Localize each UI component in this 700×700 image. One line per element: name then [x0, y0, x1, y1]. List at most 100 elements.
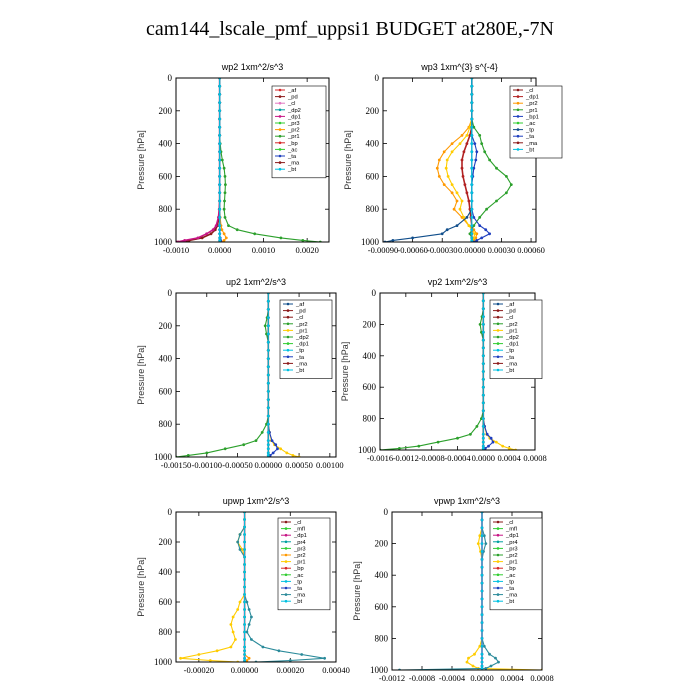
- series-point-ma: [236, 540, 240, 544]
- legend-marker: [496, 342, 500, 345]
- series-point-dp2: [223, 447, 227, 451]
- legend-label: _ta: [525, 134, 535, 140]
- series-point-bt: [266, 443, 270, 447]
- series-point-pr1: [473, 652, 476, 656]
- series-point-pr3: [458, 207, 462, 211]
- series-point-bt: [480, 542, 484, 545]
- y-axis-label: Pressure [hPa]: [352, 561, 362, 621]
- legend-marker: [286, 355, 290, 359]
- legend-marker: [496, 348, 500, 352]
- y-tick-label: 400: [363, 351, 377, 361]
- legend-label: _af: [287, 88, 296, 94]
- legend-marker: [496, 566, 500, 570]
- y-tick-label: 800: [159, 627, 173, 637]
- legend-marker: [516, 101, 520, 105]
- legend-label: _ta: [505, 355, 515, 361]
- series-point-bt: [243, 649, 247, 653]
- legend-label: _pr2: [293, 553, 306, 559]
- legend-box: [279, 299, 333, 379]
- series-point-bt: [470, 117, 474, 121]
- legend-marker: [284, 566, 288, 570]
- legend-marker: [516, 128, 520, 131]
- series-point-bt: [266, 357, 270, 360]
- series-point-ma: [300, 653, 304, 656]
- series-point-ta: [472, 166, 476, 170]
- legend-label: _ma: [505, 593, 518, 599]
- x-tick-label: -0.0004: [444, 453, 471, 463]
- series-point-ma: [489, 664, 493, 668]
- series-point-pr1: [238, 600, 242, 604]
- legend-label: _bt: [293, 599, 302, 605]
- series-point-bt: [480, 534, 484, 538]
- series-line-tp: [384, 78, 473, 242]
- legend-label: _pr2: [525, 101, 538, 107]
- series-point-ma: [238, 548, 242, 551]
- legend-marker: [284, 540, 288, 544]
- series-point-dp1: [467, 199, 471, 203]
- series-point-pr3: [472, 236, 476, 240]
- y-tick-label: 200: [159, 537, 173, 547]
- x-tick-label: -0.0008: [419, 453, 445, 463]
- legend-marker: [278, 101, 282, 105]
- legend-marker: [278, 134, 282, 138]
- series-point-ma: [488, 652, 491, 656]
- series-point-pr1: [240, 548, 244, 551]
- series-point-bt: [481, 338, 485, 342]
- y-axis-label: Pressure [hPa]: [340, 342, 350, 402]
- x-tick-label: 0.0008: [523, 453, 546, 463]
- series-point-pr1: [472, 125, 476, 129]
- legend-marker: [496, 586, 500, 590]
- series-point-pr2: [450, 142, 454, 146]
- series-point-dp2: [205, 451, 209, 455]
- legend-marker: [496, 553, 500, 557]
- legend-label: _bt: [505, 599, 514, 605]
- series-point-pr3: [444, 166, 448, 170]
- series-point-pr1: [501, 444, 505, 448]
- series-point-dp1: [214, 224, 218, 228]
- legend-marker: [496, 355, 500, 359]
- series-point-pr1: [231, 615, 235, 619]
- legend-label: _tp: [295, 348, 304, 354]
- series-point-bt: [480, 550, 484, 553]
- series-point-ta: [472, 216, 476, 219]
- series-point-bt: [243, 570, 247, 574]
- series-point-dp1: [461, 175, 465, 178]
- panel-title: up2 1xm^2/s^3: [226, 277, 286, 287]
- series-point-bt: [480, 589, 484, 593]
- legend-marker: [516, 88, 520, 92]
- legend-label: _pr2: [287, 128, 300, 134]
- y-tick-label: 800: [375, 633, 389, 643]
- series-point-bt: [243, 563, 247, 566]
- series-point-ta: [491, 440, 495, 444]
- series-point-pr1: [467, 656, 470, 660]
- y-tick-label: 200: [159, 106, 173, 116]
- series-point-bt: [266, 316, 270, 319]
- legend-label: _pr3: [505, 546, 518, 552]
- legend-label: _pr3: [293, 546, 306, 552]
- panel-title: vp2 1xm^2/s^3: [428, 277, 487, 287]
- series-point-pr1: [505, 191, 508, 195]
- series-point-bt: [266, 365, 270, 369]
- legend-label: _dp2: [287, 108, 301, 114]
- series-point-pr2: [220, 228, 224, 232]
- y-tick-label: 600: [363, 382, 377, 392]
- series-point-ma: [497, 660, 500, 664]
- series-point-bt: [243, 653, 247, 656]
- series-point-dp1: [462, 150, 466, 154]
- series-point-bt: [266, 447, 270, 451]
- legend-marker: [516, 115, 520, 118]
- series-point-bt: [481, 417, 485, 420]
- y-axis-label: Pressure [hPa]: [136, 345, 146, 405]
- y-tick-label: 0: [168, 507, 173, 517]
- legend-label: _dp1: [525, 95, 539, 101]
- legend-marker: [496, 560, 500, 563]
- series-point-ta: [274, 443, 278, 447]
- plot-frame: [175, 292, 337, 458]
- legend-label: _pr2: [505, 553, 518, 559]
- legend-marker: [278, 108, 282, 112]
- series-point-tp: [455, 224, 459, 228]
- x-tick-label: -0.00020: [184, 665, 214, 675]
- series-point-bt: [243, 630, 247, 634]
- series-point-pr3: [445, 158, 449, 162]
- series-point-ma: [247, 608, 251, 611]
